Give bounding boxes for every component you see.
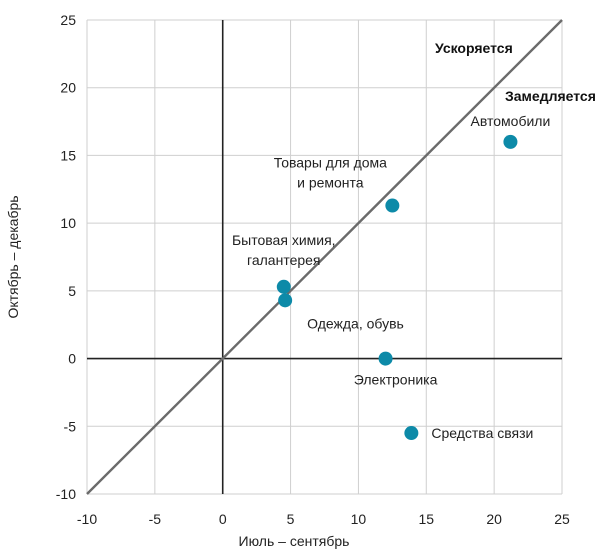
y-tick-label: 15 bbox=[60, 147, 76, 163]
x-axis-label: Июль – сентябрь bbox=[239, 533, 350, 549]
point-label: и ремонта bbox=[297, 175, 364, 191]
data-point bbox=[276, 279, 291, 294]
zero-axes bbox=[87, 20, 562, 494]
x-tick-label: 15 bbox=[418, 511, 434, 527]
diagonal bbox=[86, 19, 563, 495]
y-tick-label: 10 bbox=[60, 215, 76, 231]
point-label: Одежда, обувь bbox=[307, 315, 404, 331]
y-tick-label: 25 bbox=[60, 12, 76, 28]
point-label: галантерея bbox=[247, 252, 320, 268]
y-tick-label: -10 bbox=[56, 486, 76, 502]
x-tick-label: 25 bbox=[554, 511, 570, 527]
data-point bbox=[378, 351, 393, 366]
diagonal-line bbox=[86, 19, 563, 495]
y-tick-label: 20 bbox=[60, 80, 76, 96]
y-tick-label: 0 bbox=[68, 351, 76, 367]
x-tick-labels: -10 -5 0 5 10 15 20 25 bbox=[77, 511, 570, 527]
data-point bbox=[385, 198, 400, 213]
x-tick-label: 5 bbox=[287, 511, 295, 527]
x-tick-label: 10 bbox=[351, 511, 367, 527]
region-label-decelerates: Замедляется bbox=[505, 88, 596, 104]
x-tick-label: 20 bbox=[486, 511, 502, 527]
point-label: Электроника bbox=[354, 372, 438, 388]
data-point bbox=[404, 426, 419, 441]
y-tick-label: 5 bbox=[68, 283, 76, 299]
y-tick-labels: -10 -5 0 5 10 15 20 25 bbox=[56, 12, 76, 502]
y-tick-label: -5 bbox=[64, 418, 77, 434]
data-point bbox=[278, 293, 293, 308]
data-point bbox=[503, 134, 518, 149]
x-tick-label: -5 bbox=[149, 511, 162, 527]
point-label: Средства связи bbox=[431, 425, 533, 441]
x-tick-label: 0 bbox=[219, 511, 227, 527]
x-tick-label: -10 bbox=[77, 511, 97, 527]
point-label: Товары для дома bbox=[274, 155, 387, 171]
point-label: Автомобили bbox=[471, 113, 551, 129]
data-points bbox=[276, 134, 518, 441]
point-labels: Автомобили Товары для дома и ремонта Бытова… bbox=[232, 113, 550, 441]
point-label: Бытовая химия, bbox=[232, 232, 336, 248]
region-label-accelerates: Ускоряется bbox=[435, 40, 513, 56]
y-axis-label: Октябрь – декабрь bbox=[5, 195, 21, 318]
